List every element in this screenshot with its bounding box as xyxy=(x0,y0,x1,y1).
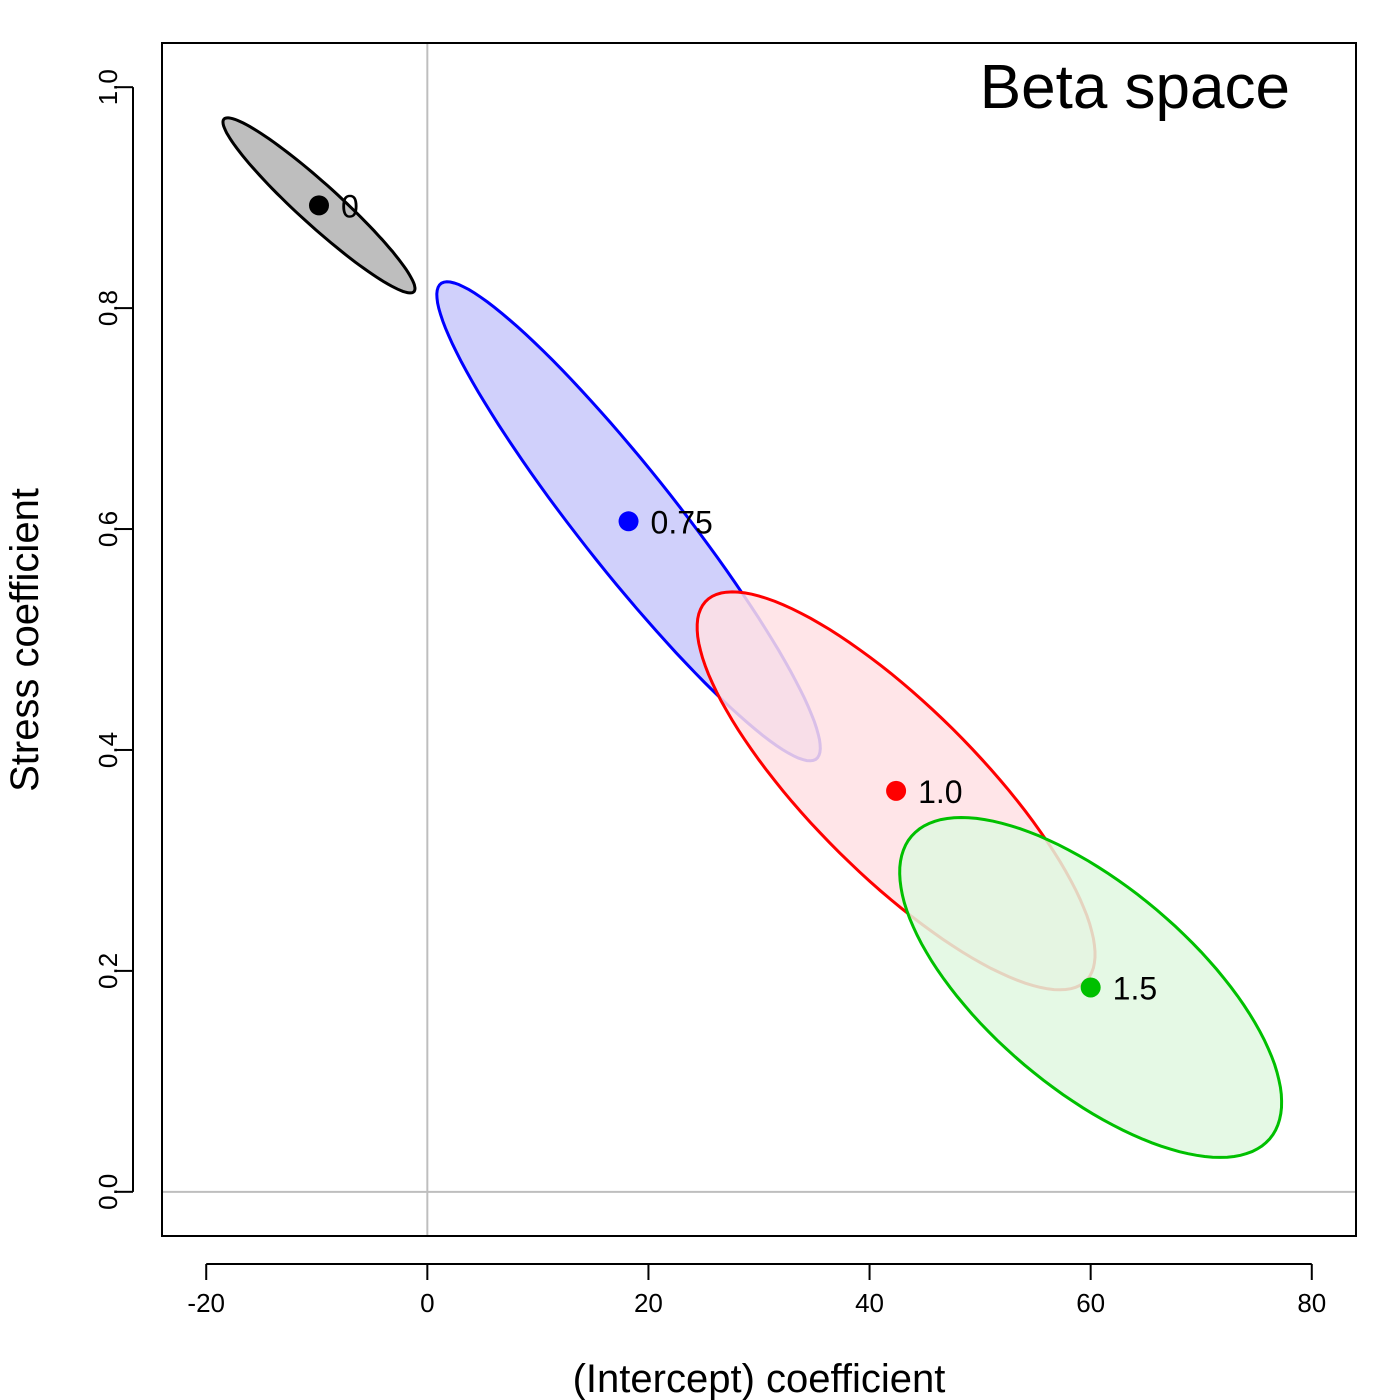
point-0 xyxy=(308,195,329,216)
y-tick-label-0: 0.0 xyxy=(93,1174,123,1210)
point-labels: 0 0.75 1.0 1.5 xyxy=(341,188,1157,1006)
point-label-1: 0.75 xyxy=(651,504,713,540)
x-tick-label-3: 40 xyxy=(855,1288,884,1318)
point-label-0: 0 xyxy=(341,188,359,224)
y-tick-label-4: 0.8 xyxy=(93,290,123,326)
x-tick-label-4: 60 xyxy=(1076,1288,1105,1318)
point-3 xyxy=(1080,977,1101,998)
point-label-3: 1.5 xyxy=(1113,970,1157,1006)
y-tick-label-2: 0.4 xyxy=(93,732,123,768)
y-axis-label: Stress coefficient xyxy=(3,488,47,792)
y-tick-label-5: 1.0 xyxy=(93,69,123,105)
chart-title: Beta space xyxy=(980,53,1290,122)
reference-lines xyxy=(162,43,1356,1236)
x-tick-label-5: 80 xyxy=(1297,1288,1326,1318)
points xyxy=(308,195,1101,998)
y-tick-label-3: 0.6 xyxy=(93,511,123,547)
x-axis-label: (Intercept) coefficient xyxy=(573,1357,946,1400)
plot-frame xyxy=(161,42,1357,1237)
x-tick-label-0: -20 xyxy=(187,1288,225,1318)
point-1 xyxy=(618,511,639,532)
y-axis: 0.0 0.2 0.4 0.6 0.8 1.0 xyxy=(93,69,134,1210)
point-label-2: 1.0 xyxy=(918,774,962,810)
y-tick-label-1: 0.2 xyxy=(93,953,123,989)
point-2 xyxy=(886,780,907,801)
x-axis: -20 0 20 40 60 80 xyxy=(187,1263,1326,1318)
x-tick-label-2: 20 xyxy=(634,1288,663,1318)
x-tick-label-1: 0 xyxy=(420,1288,434,1318)
